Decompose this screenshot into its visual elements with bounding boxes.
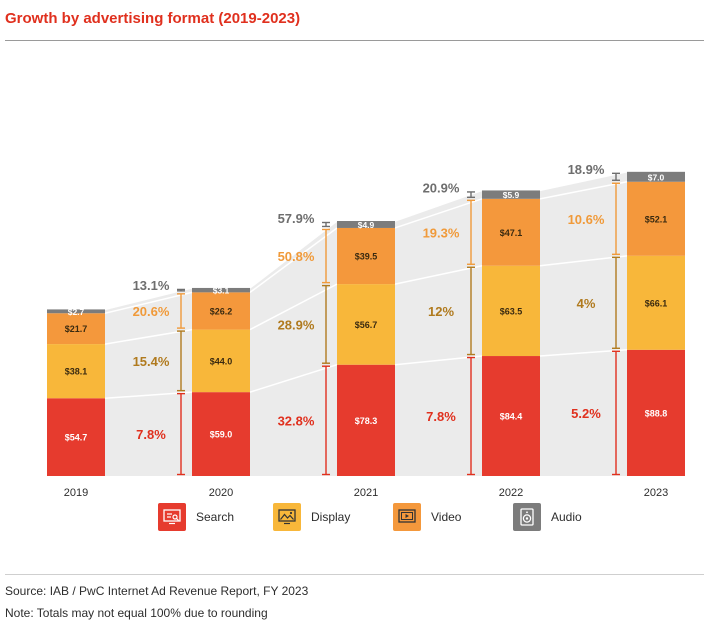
flow-ribbon-3: [540, 171, 627, 476]
data-label-video-2021: $39.5: [355, 252, 378, 262]
legend-item-display: Display: [273, 503, 393, 531]
bar-display-2023: [627, 255, 685, 350]
flow-line-2-3: [394, 189, 483, 222]
data-label-video-2022: $47.1: [500, 228, 523, 238]
bar-video-2023: [627, 181, 685, 256]
growth-label-display-2021: 28.9%: [278, 317, 315, 332]
growth-label-audio-2022: 20.9%: [423, 180, 460, 195]
x-tick-label-2020: 2020: [209, 487, 233, 499]
bar-audio-2023: [627, 171, 685, 182]
bar-display-2020: [192, 329, 250, 393]
search-monitor-icon: [158, 503, 186, 531]
bar-search-2022: [482, 356, 540, 476]
bar-video-2021: [337, 227, 395, 285]
bar-search-2023: [627, 349, 685, 476]
data-label-video-2020: $26.2: [210, 306, 233, 316]
legend-item-video: Video: [393, 503, 513, 531]
growth-label-video-2023: 10.6%: [568, 212, 605, 227]
bar-audio-2020: [192, 287, 250, 293]
flow-line-3-3: [539, 171, 628, 192]
legend: Search Display Video Audio: [158, 503, 633, 531]
growth-label-display-2022: 12%: [428, 304, 454, 319]
bar-search-2019: [47, 398, 105, 476]
bar-video-2019: [47, 313, 105, 345]
growth-label-display-2023: 4%: [577, 296, 596, 311]
flow-line-1-1: [249, 283, 338, 331]
data-label-audio-2023: $7.0: [648, 172, 665, 182]
data-label-audio-2020: $3.1: [213, 286, 230, 296]
flow-line-1-3: [249, 220, 338, 289]
display-image-icon: [273, 503, 301, 531]
bar-search-2021: [337, 364, 395, 476]
data-label-search-2021: $78.3: [355, 416, 378, 426]
legend-item-audio: Audio: [513, 503, 633, 531]
legend-label-search: Search: [196, 510, 235, 524]
bar-display-2019: [47, 344, 105, 399]
bar-video-2020: [192, 292, 250, 330]
flow-line-1-0: [249, 363, 338, 393]
legend-item-search: Search: [158, 503, 273, 531]
bar-video-2022: [482, 198, 540, 266]
data-label-audio-2021: $4.9: [358, 220, 375, 230]
data-label-display-2019: $38.1: [65, 367, 88, 377]
x-tick-label-2022: 2022: [499, 487, 523, 499]
growth-label-video-2020: 20.6%: [133, 304, 170, 319]
data-label-display-2021: $56.7: [355, 320, 378, 330]
rounding-note: Note: Totals may not equal 100% due to r…: [5, 606, 268, 620]
data-label-search-2019: $54.7: [65, 433, 88, 443]
data-label-search-2020: $59.0: [210, 430, 233, 440]
flow-ribbon-2: [395, 190, 482, 476]
flow-ribbon-1: [250, 221, 337, 476]
video-player-icon: [393, 503, 421, 531]
legend-label-video: Video: [431, 510, 462, 524]
growth-label-search-2023: 5.2%: [571, 406, 601, 421]
growth-label-video-2021: 50.8%: [278, 249, 315, 264]
bar-audio-2022: [482, 190, 540, 199]
x-tick-label-2019: 2019: [64, 487, 88, 499]
flow-line-3-2: [539, 181, 628, 200]
growth-label-video-2022: 19.3%: [423, 225, 460, 240]
data-label-audio-2019: $2.7: [68, 307, 85, 317]
legend-label-display: Display: [311, 510, 351, 524]
flow-line-0-1: [104, 328, 193, 345]
legend-label-audio: Audio: [551, 510, 582, 524]
bar-audio-2021: [337, 221, 395, 228]
growth-label-display-2020: 15.4%: [133, 354, 170, 369]
audio-speaker-icon: [513, 503, 541, 531]
title-divider: [5, 40, 704, 41]
growth-label-search-2021: 32.8%: [278, 413, 315, 428]
growth-label-audio-2023: 18.9%: [568, 162, 605, 177]
bar-display-2022: [482, 265, 540, 357]
bar-search-2020: [192, 392, 250, 476]
data-label-video-2019: $21.7: [65, 324, 88, 334]
flow-line-2-1: [394, 265, 483, 285]
footer-divider: [5, 574, 704, 575]
data-label-display-2022: $63.5: [500, 306, 523, 316]
growth-label-search-2022: 7.8%: [426, 409, 456, 424]
bar-display-2021: [337, 284, 395, 365]
x-tick-label-2023: 2023: [644, 487, 668, 499]
chart-title: Growth by advertising format (2019-2023): [5, 10, 301, 27]
data-label-video-2023: $52.1: [645, 214, 668, 224]
growth-label-audio-2021: 57.9%: [278, 211, 315, 226]
x-tick-label-2021: 2021: [354, 487, 378, 499]
flow-line-0-2: [104, 291, 193, 314]
data-label-search-2022: $84.4: [500, 412, 523, 422]
flow-ribbon-0: [105, 287, 192, 476]
flow-line-2-2: [394, 198, 483, 229]
data-label-display-2023: $66.1: [645, 298, 668, 308]
stacked-bar-chart: $54.7 $38.1 $21.7 $2.7 2019 $59.0 $44.0 $26.2 $3…: [47, 162, 685, 499]
source-note: Source: IAB / PwC Internet Ad Revenue Re…: [5, 584, 309, 598]
growth-label-audio-2020: 13.1%: [133, 278, 170, 293]
bar-audio-2019: [47, 309, 105, 314]
data-label-audio-2022: $5.9: [503, 190, 520, 200]
data-label-display-2020: $44.0: [210, 356, 233, 366]
flow-line-1-2: [249, 227, 338, 293]
data-label-search-2023: $88.8: [645, 408, 668, 418]
growth-label-search-2020: 7.8%: [136, 427, 166, 442]
